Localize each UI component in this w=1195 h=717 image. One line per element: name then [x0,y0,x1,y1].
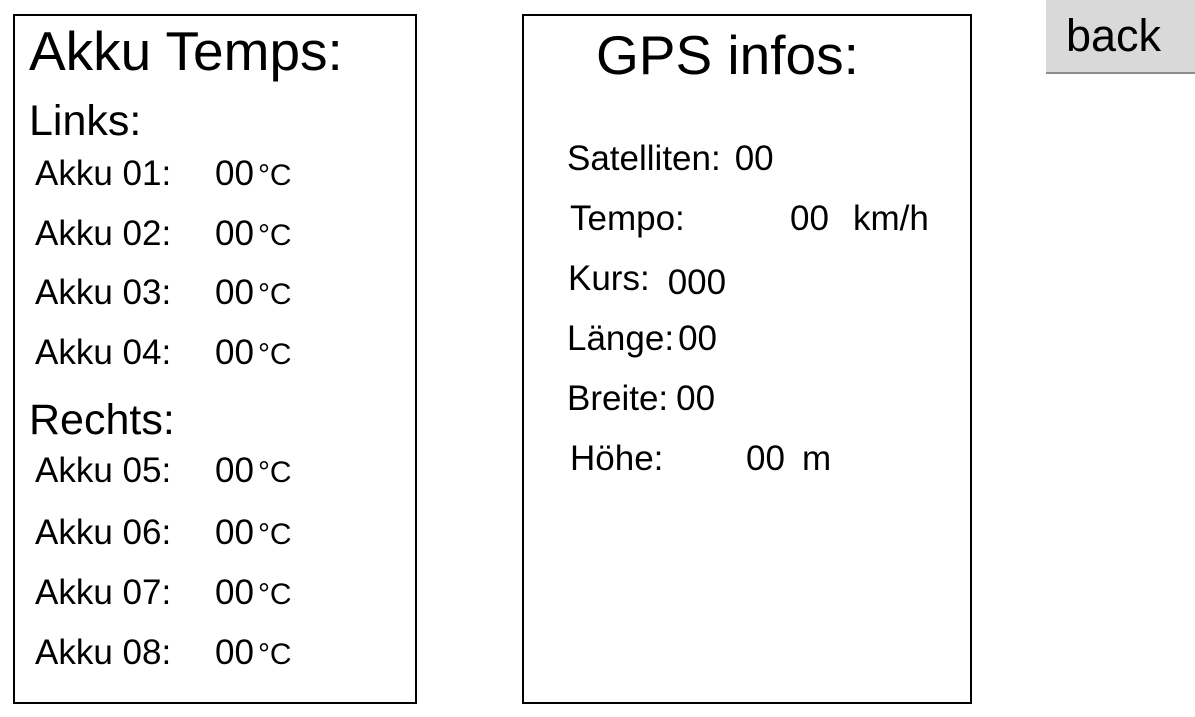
akku-07-value: 00 [215,573,254,612]
right-section-heading: Rechts: [29,396,175,444]
akku-row-05: Akku 05: 00 °C [35,453,292,488]
akku-05-value: 00 [215,451,254,490]
gps-speed-row: Tempo: 00 km/h [570,201,960,236]
gps-infos-title: GPS infos: [596,24,859,86]
latitude-value: 00 [676,379,716,418]
akku-06-label: Akku 06: [35,513,172,552]
akku-04-unit: °C [257,338,292,371]
left-section-heading: Links: [29,97,142,145]
akku-row-04: Akku 04: 00 °C [35,335,292,370]
altitude-unit: m [802,439,832,478]
back-button[interactable]: back [1046,0,1195,74]
akku-temps-title: Akku Temps: [29,20,343,82]
akku-04-value: 00 [215,333,254,372]
speed-label: Tempo: [570,199,685,238]
speed-unit: km/h [853,199,929,238]
akku-03-label: Akku 03: [35,273,172,312]
gps-longitude-row: Länge: 00 [567,321,717,356]
akku-row-08: Akku 08: 00 °C [35,635,292,670]
gps-altitude-row: Höhe: 00 m [570,441,900,476]
akku-row-07: Akku 07: 00 °C [35,575,292,610]
gps-latitude-row: Breite: 00 [567,381,715,416]
akku-02-label: Akku 02: [35,214,172,253]
akku-07-label: Akku 07: [35,573,172,612]
akku-01-unit: °C [257,159,292,192]
akku-row-01: Akku 01: 00 °C [35,156,292,191]
course-value: 000 [667,263,727,302]
akku-03-unit: °C [257,278,292,311]
akku-08-unit: °C [257,638,292,671]
akku-row-02: Akku 02: 00 °C [35,216,292,251]
altitude-value: 00 [746,439,785,478]
akku-03-value: 00 [215,273,254,312]
akku-06-unit: °C [257,518,292,551]
akku-05-unit: °C [257,456,292,489]
akku-08-label: Akku 08: [35,633,172,672]
latitude-label: Breite: [567,379,669,418]
gps-course-row: Kurs: 000 [568,259,726,300]
gps-satellites-row: Satelliten: 00 [567,141,774,176]
akku-02-value: 00 [215,214,254,253]
gps-infos-panel: GPS infos: Satelliten: 00 Tempo: 00 km/h … [522,14,972,704]
longitude-value: 00 [678,319,717,358]
akku-05-label: Akku 05: [35,451,172,490]
akku-06-value: 00 [215,513,254,552]
speed-value: 00 [790,199,829,238]
satellites-value: 00 [734,139,774,178]
altitude-label: Höhe: [570,439,664,478]
akku-01-value: 00 [215,154,254,193]
akku-temps-panel: Akku Temps: Links: Akku 01: 00 °C Akku 02:… [13,14,417,704]
longitude-label: Länge: [567,319,675,358]
akku-04-label: Akku 04: [35,333,172,372]
akku-01-label: Akku 01: [35,154,172,193]
akku-08-value: 00 [215,633,254,672]
satellites-label: Satelliten: [567,139,721,178]
akku-07-unit: °C [257,578,292,611]
akku-02-unit: °C [257,219,292,252]
akku-row-03: Akku 03: 00 °C [35,275,292,310]
akku-row-06: Akku 06: 00 °C [35,515,292,550]
course-label: Kurs: [568,259,650,298]
